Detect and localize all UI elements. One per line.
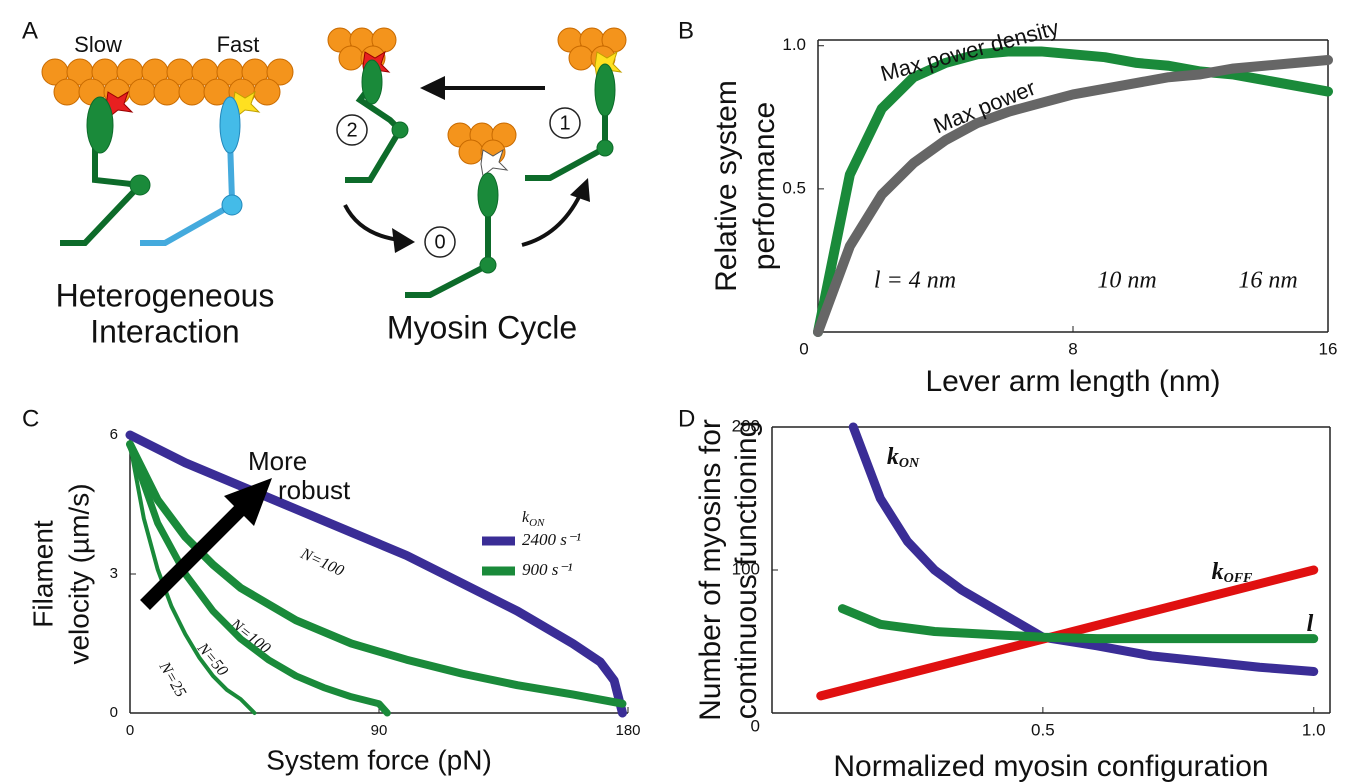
y-tick-label: 100	[732, 559, 760, 578]
panel-label: D	[678, 405, 695, 432]
y-tick-label: 6	[110, 426, 118, 443]
y-axis-label: Relative system	[710, 80, 743, 292]
series-line	[128, 442, 257, 715]
y-axis-label: Number of myosins for	[694, 419, 727, 721]
legend-title-main: k	[522, 509, 530, 526]
y-tick-label: 0	[110, 704, 118, 721]
state-label: 0	[434, 231, 445, 253]
y-axis-label: performance	[748, 102, 781, 270]
series-name: l	[1307, 611, 1314, 637]
y-axis-label: Filament	[27, 520, 58, 628]
x-tick-label: 16	[1319, 339, 1338, 358]
x-axis-label: Normalized myosin configuration	[833, 750, 1268, 783]
y-tick-label: 0.5	[782, 178, 806, 197]
diagram-label: Interaction	[90, 313, 239, 349]
annotation: More	[248, 446, 307, 476]
series-line	[848, 422, 1319, 677]
x-axis-label: Lever arm length (nm)	[925, 365, 1220, 398]
x-tick-label: 90	[371, 722, 388, 739]
x-tick-label: 0	[799, 339, 808, 358]
series-subscript: OFF	[1224, 571, 1253, 586]
series-label: l	[1307, 611, 1314, 637]
series-line	[126, 440, 391, 717]
diagram-label: Fast	[217, 32, 260, 57]
series-line	[126, 440, 627, 708]
panel-label: C	[22, 405, 39, 432]
legend-label: 2400 s⁻¹	[522, 530, 581, 549]
y-tick-label: 0	[751, 716, 760, 735]
y-axis-label: continuous functioning	[730, 421, 763, 720]
x-tick-label: 0	[126, 722, 134, 739]
series-name: N=25	[155, 658, 189, 700]
x-tick-label: 8	[1068, 339, 1077, 358]
series-line	[125, 430, 627, 718]
x-axis-label: System force (pN)	[266, 744, 492, 775]
diagram-label: Slow	[74, 32, 122, 57]
series-subscript: ON	[899, 456, 920, 471]
y-tick-label: 1.0	[782, 35, 806, 54]
state-label: 1	[559, 112, 570, 134]
inset-label: l = 4 nm	[874, 268, 956, 294]
legend-label: 900 s⁻¹	[522, 560, 572, 579]
inset-label: 16 nm	[1238, 268, 1297, 294]
series-label: kOFF	[1212, 559, 1253, 587]
series-name: k	[887, 444, 899, 470]
series-name: N=100	[297, 545, 346, 580]
panel-a-drawing	[41, 27, 627, 298]
annotation-arrowhead	[224, 478, 272, 526]
series-line	[813, 55, 1333, 337]
diagram-label: Heterogeneous	[56, 277, 275, 313]
legend-title: kON	[522, 509, 545, 529]
series-label: N=100	[297, 545, 346, 580]
state-label: 2	[346, 119, 357, 141]
legend-title-sub: ON	[529, 517, 545, 529]
series-label: N=25	[155, 658, 189, 700]
diagram-label: Myosin Cycle	[387, 309, 577, 345]
x-tick-label: 180	[615, 722, 640, 739]
series-line	[837, 604, 1319, 644]
y-tick-label: 3	[110, 565, 118, 582]
series-line	[816, 565, 1319, 701]
series-label: kON	[887, 444, 920, 472]
series-name: k	[1212, 559, 1224, 585]
annotation-arrow	[140, 500, 250, 610]
y-tick-label: 200	[732, 416, 760, 435]
annotation: robust	[278, 475, 351, 505]
y-axis-label: velocity (µm/s)	[63, 483, 94, 664]
x-tick-label: 1.0	[1302, 720, 1326, 739]
inset-label: 10 nm	[1097, 268, 1156, 294]
series-line	[813, 46, 1333, 337]
x-tick-label: 0.5	[1031, 720, 1055, 739]
panel-label: B	[678, 17, 694, 44]
panel-label: A	[22, 17, 38, 44]
